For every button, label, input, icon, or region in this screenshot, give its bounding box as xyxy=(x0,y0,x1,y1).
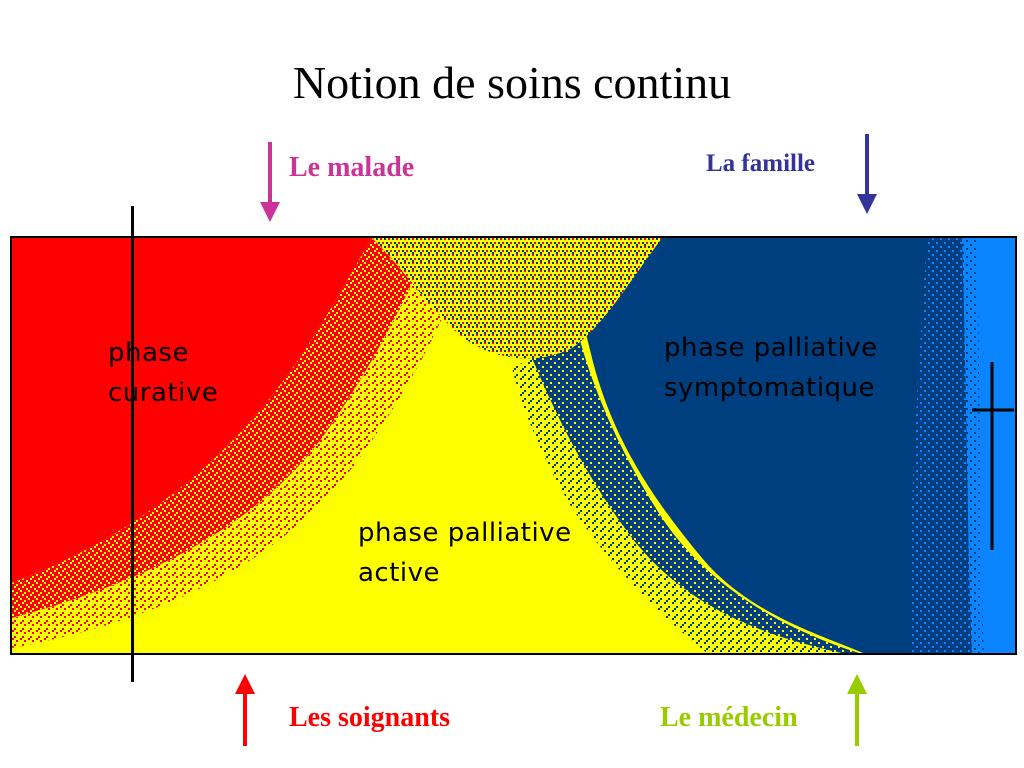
cross-icon xyxy=(972,362,1014,550)
famille-arrow-down-icon xyxy=(857,134,877,214)
actor-le-malade: Le malade xyxy=(289,152,415,183)
symptomatique-zone xyxy=(572,238,1015,653)
phase-areas xyxy=(12,238,1015,653)
start-line xyxy=(131,206,134,682)
actor-la-famille: La famille xyxy=(706,150,816,177)
actor-le-medecin: Le médecin xyxy=(660,702,798,733)
soignants-arrow-up-icon xyxy=(235,674,255,746)
phase-symptomatique-label: phase palliative symptomatique xyxy=(664,333,878,403)
page-title: Notion de soins continu xyxy=(292,57,732,108)
medecin-arrow-up-icon xyxy=(847,674,867,746)
curative-zone xyxy=(12,238,372,583)
actor-les-soignants: Les soignants xyxy=(289,702,451,733)
phase-curative-label: phase curative xyxy=(108,338,219,408)
phase-active-label: phase palliative active xyxy=(358,518,572,588)
continuum-diagram: phase curative phase palliative active p… xyxy=(10,236,1017,655)
malade-arrow-down-icon xyxy=(260,142,280,222)
